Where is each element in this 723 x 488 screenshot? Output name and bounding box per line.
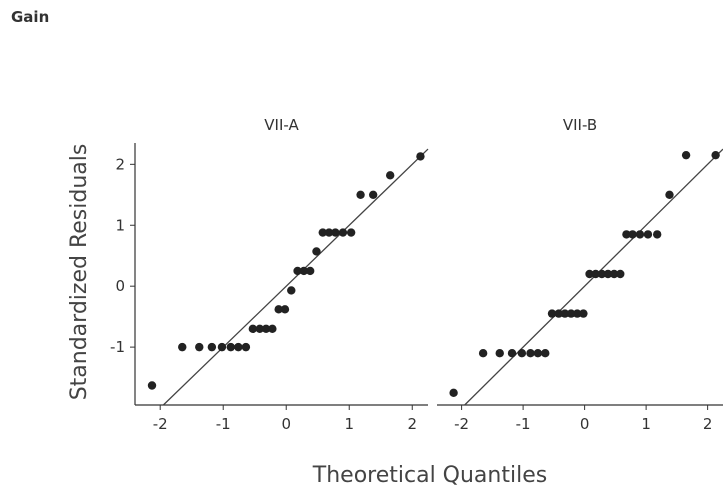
panel-1-y-tick-label: 1: [115, 216, 125, 234]
panel-1-data-point: [241, 342, 251, 352]
panel-2-data-point: [533, 349, 543, 358]
panel-2-data-point: [566, 309, 576, 318]
y-axis-label: Standardized Residuals: [67, 144, 92, 401]
panel-2-data-point: [665, 190, 674, 199]
panel-1-data-point: [226, 342, 235, 352]
panel-2-data-point: [628, 230, 637, 239]
panel-2-data-point: [517, 349, 527, 358]
panel-2-data-point: [541, 349, 550, 358]
panel-1-data-point: [318, 228, 327, 237]
panel-1-x-tick-label: 2: [407, 415, 417, 433]
panel-1-data-point: [331, 228, 340, 237]
panel-2-data-point: [597, 269, 607, 279]
panel-1-data-point: [385, 171, 395, 180]
panel-1-data-point: [255, 324, 264, 334]
panel-2-data-point: [591, 269, 600, 279]
panel-1-data-point: [356, 190, 365, 199]
panel-1-data-point: [217, 342, 227, 352]
panel-1-data-point: [274, 305, 283, 314]
panel-2-data-point: [711, 150, 720, 160]
panel-1-data-point: [299, 266, 309, 276]
panel-1-data-point: [293, 266, 302, 276]
panel-2-data-point: [635, 230, 645, 239]
panel-1-data-point: [234, 342, 243, 352]
panel-1-x-tick-label: -1: [216, 415, 231, 433]
panel-2-x-tick-label: 0: [580, 415, 590, 433]
panel-2-data-point: [495, 349, 504, 358]
panel-1-data-point: [280, 305, 290, 314]
panel-1-x-tick-label: -2: [153, 415, 168, 433]
panel-2-data-point: [449, 388, 458, 398]
panel-2-data-point: [609, 269, 619, 279]
panel-1-data-point: [305, 266, 315, 276]
panel-1-title: VII-A: [264, 116, 299, 134]
x-axis-label: Theoretical Quantiles: [312, 463, 547, 488]
panel-1-data-point: [338, 228, 348, 237]
panel-2-x-tick-label: 1: [641, 415, 651, 433]
panel-2-data-point: [585, 269, 594, 279]
panel-1-y-tick-label: -1: [110, 338, 125, 356]
panel-2-data-point: [560, 309, 570, 318]
panel-2-data-point: [643, 230, 653, 239]
page-title: Gain: [11, 8, 50, 26]
panel-2-data-point: [603, 269, 613, 279]
panel-2-data-point: [573, 309, 582, 318]
panel-2-data-point: [681, 150, 691, 160]
panel-2-x-tick-label: 2: [703, 415, 713, 433]
panel-2-x-tick-label: -1: [516, 415, 531, 433]
panel-1-y-tick-label: 2: [115, 155, 125, 173]
panel-1-data-point: [368, 190, 378, 199]
panel-1-data-point: [287, 286, 296, 295]
panel-2-data-point: [526, 349, 535, 358]
panel-2-data-point: [547, 309, 557, 318]
panel-2-data-point: [478, 349, 488, 358]
panel-1-data-point: [268, 324, 277, 334]
panel-1-data-point: [178, 342, 187, 352]
panel-2-data-point: [622, 230, 631, 239]
panel-1-x-tick-label: 1: [344, 415, 354, 433]
panel-1-data-point: [195, 342, 204, 352]
panel-1-data-point: [261, 324, 271, 334]
panel-2-data-point: [554, 309, 563, 318]
panel-2-x-tick-label: -2: [454, 415, 469, 433]
panel-1-data-point: [312, 247, 321, 256]
panel-2-title: VII-B: [563, 116, 597, 134]
panel-1-data-point: [248, 324, 258, 334]
panel-1-data-point: [207, 342, 217, 352]
panel-2-data-point: [507, 349, 517, 358]
panel-2-data-point: [652, 230, 662, 239]
panel-2-data-point: [579, 309, 588, 318]
panel-1-x-tick-label: 0: [281, 415, 291, 433]
panel-2-data-point: [616, 269, 625, 279]
panel-1-data-point: [324, 228, 334, 237]
panel-1-y-tick-label: 0: [115, 277, 125, 295]
panel-1-reference-line: [162, 148, 429, 406]
panel-1-data-point: [346, 228, 356, 237]
panel-1-data-point: [416, 152, 425, 161]
panel-1-data-point: [147, 381, 157, 390]
